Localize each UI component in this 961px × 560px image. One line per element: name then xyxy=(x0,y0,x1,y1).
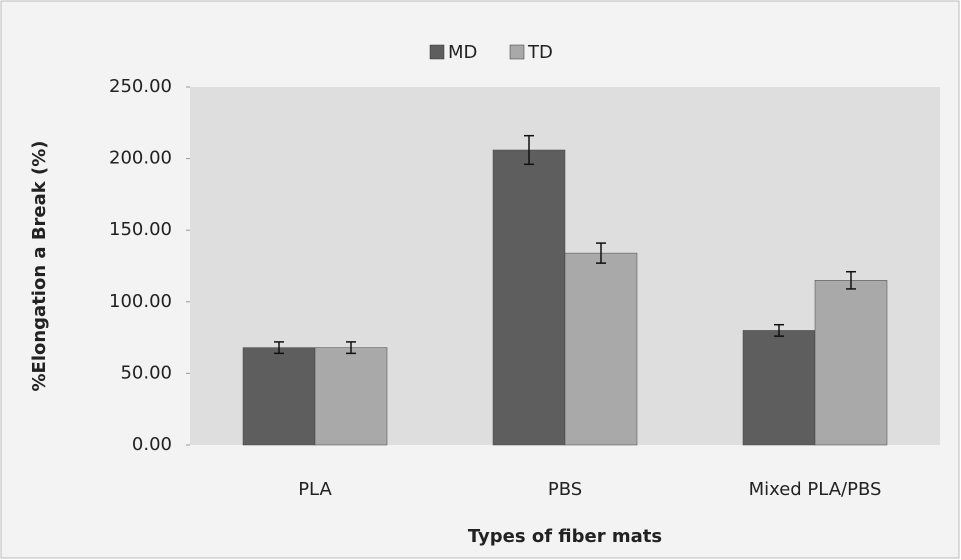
x-axis-label: Types of fiber mats xyxy=(468,526,662,547)
x-tick-label: PBS xyxy=(548,479,582,500)
bar xyxy=(743,330,815,445)
bar xyxy=(493,150,565,445)
y-tick-label: 100.00 xyxy=(109,291,172,312)
y-tick-label: 0.00 xyxy=(132,434,172,455)
legend-swatch xyxy=(430,45,444,59)
legend-swatch xyxy=(510,45,524,59)
x-tick-label: PLA xyxy=(298,479,332,500)
chart: %Elongation a Break (%) Types of fiber m… xyxy=(0,0,961,560)
y-tick-label: 50.00 xyxy=(120,362,172,383)
legend-label: MD xyxy=(448,42,477,63)
y-tick-label: 200.00 xyxy=(109,148,172,169)
y-axis-label: %Elongation a Break (%) xyxy=(29,140,50,391)
y-tick-label: 150.00 xyxy=(109,219,172,240)
bar xyxy=(815,280,887,445)
bar xyxy=(565,253,637,445)
y-tick-label: 250.00 xyxy=(109,76,172,97)
bar xyxy=(243,348,315,445)
bar xyxy=(315,348,387,445)
legend-label: TD xyxy=(527,42,553,63)
x-tick-label: Mixed PLA/PBS xyxy=(749,479,882,500)
